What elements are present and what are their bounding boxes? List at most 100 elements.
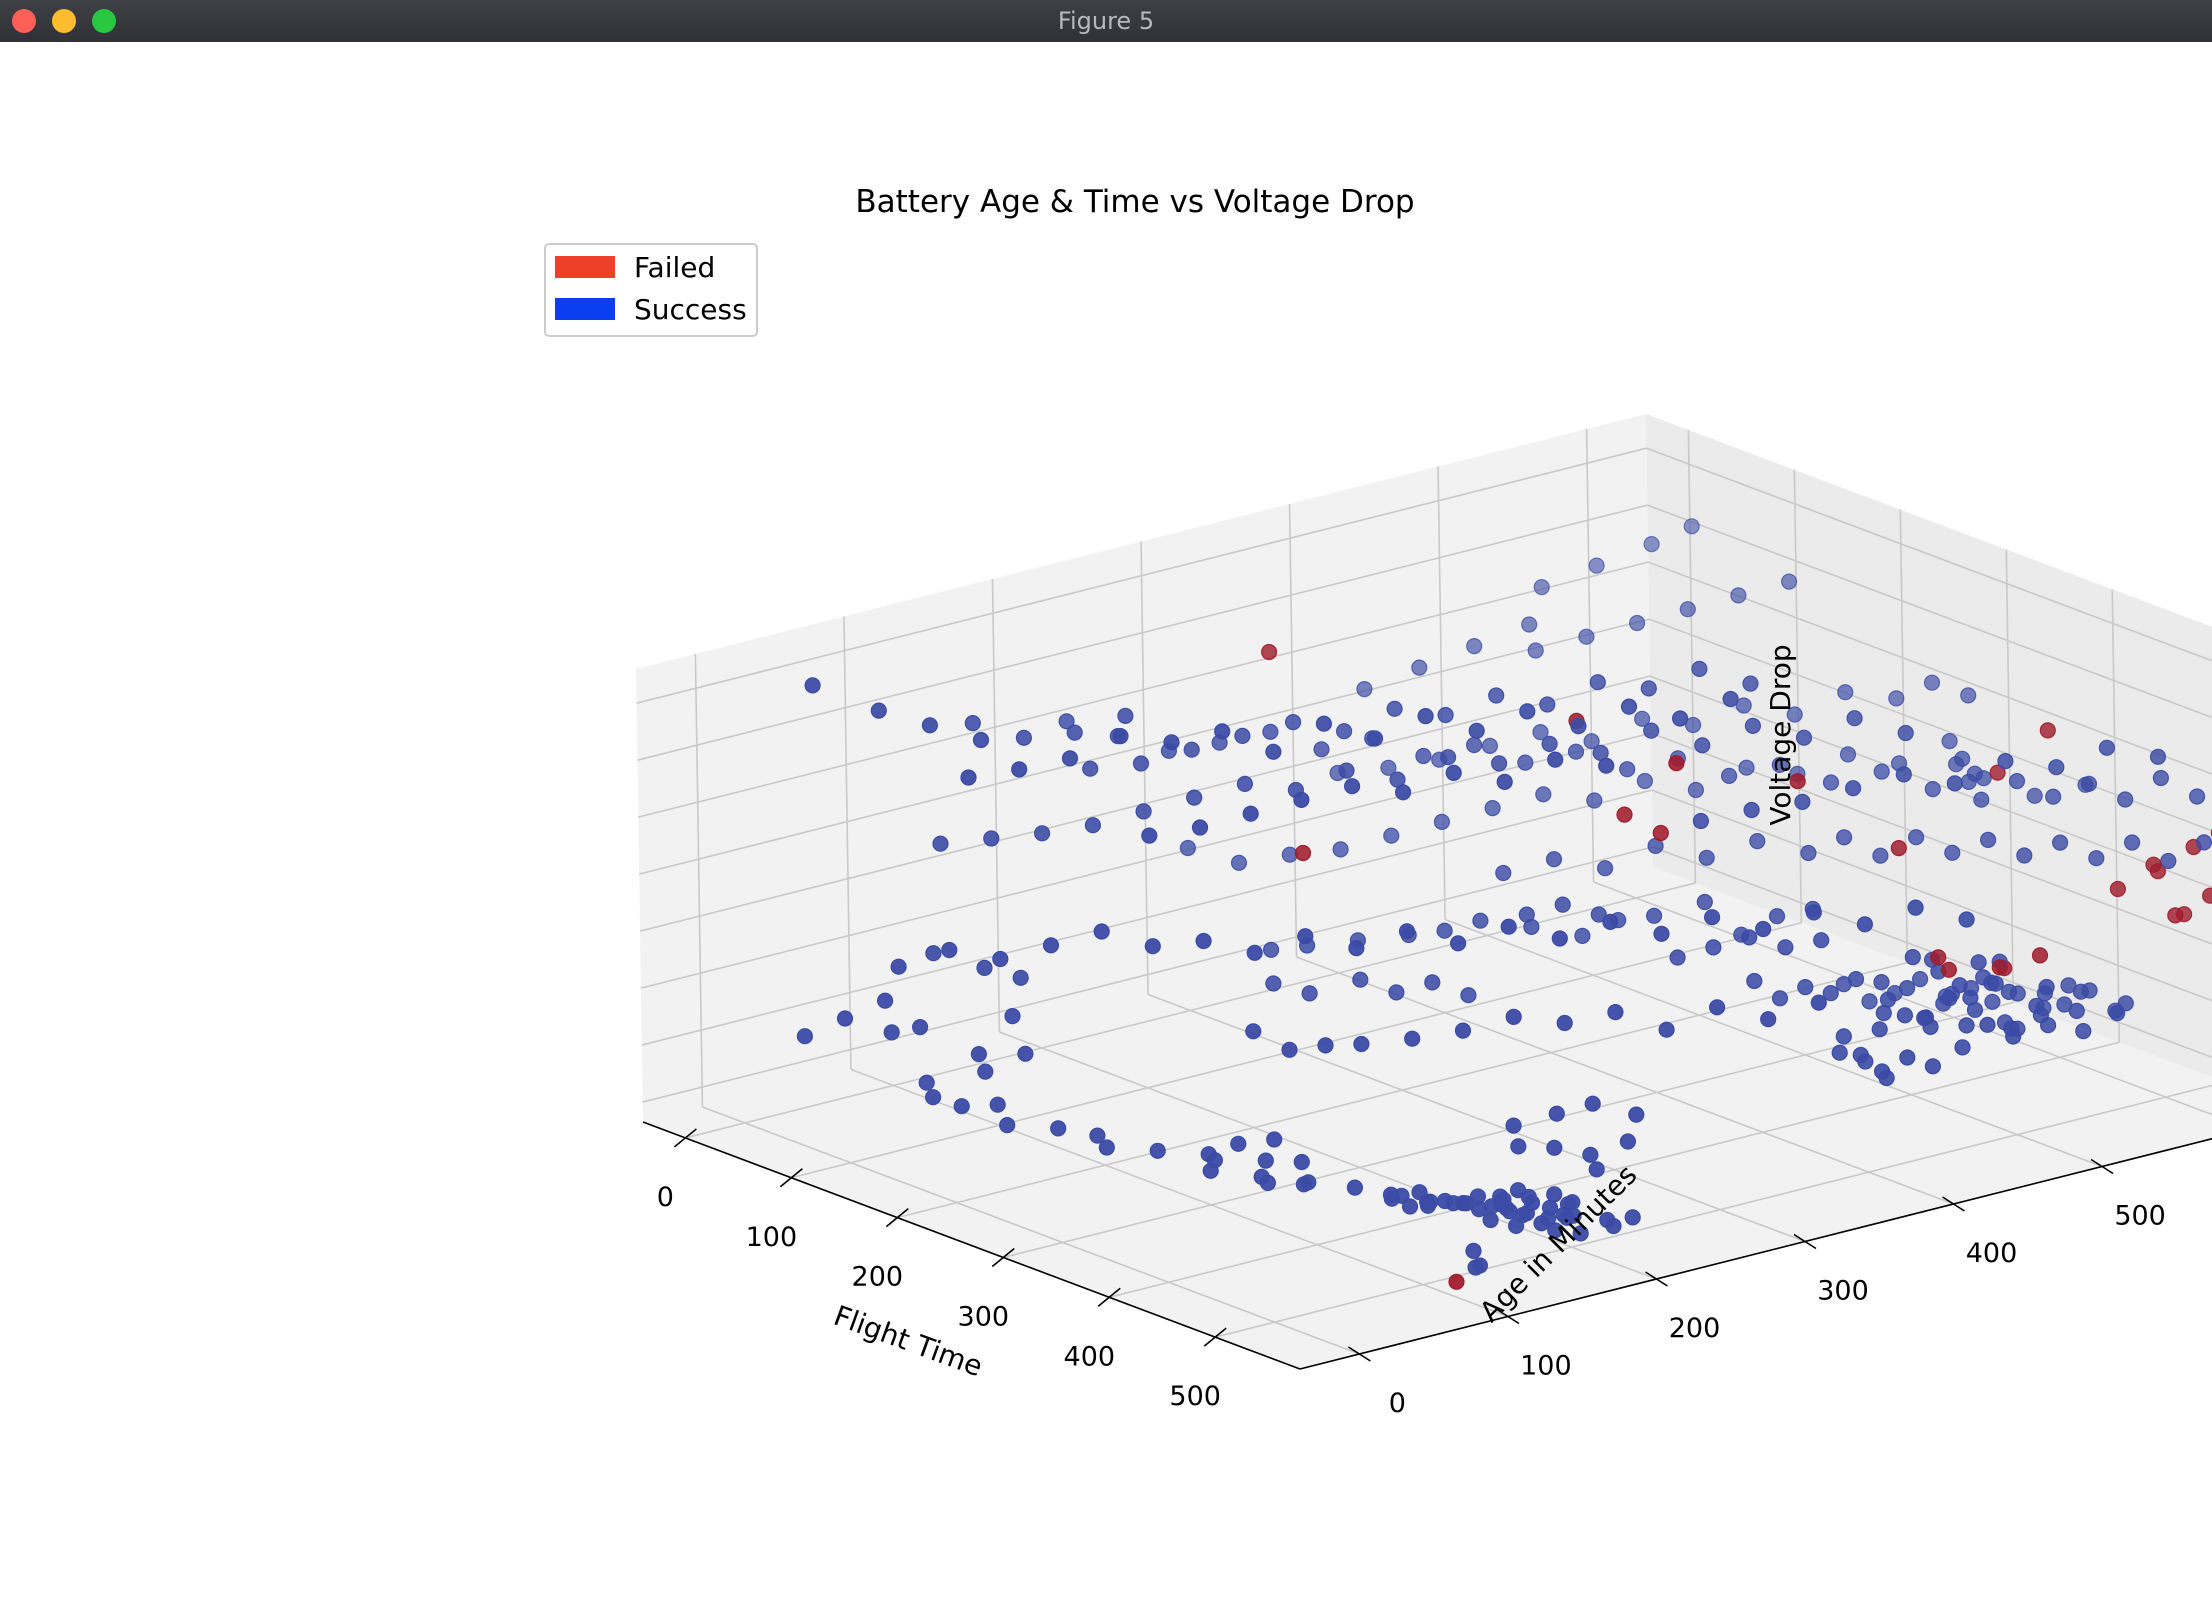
data-point-success [1294, 1155, 1309, 1170]
data-point-success [993, 952, 1008, 967]
data-point-success [1585, 1096, 1600, 1111]
data-point-success [1706, 940, 1721, 955]
data-point-success [2039, 980, 2054, 995]
data-point-success [1483, 1213, 1498, 1228]
data-point-success [1418, 709, 1433, 724]
data-point-success [1874, 764, 1889, 779]
data-point-success [1518, 755, 1533, 770]
data-point-success [1396, 785, 1411, 800]
data-point-success [1900, 981, 1915, 996]
data-point-success [1298, 929, 1313, 944]
data-point-success [1745, 718, 1760, 733]
data-point-failed [1931, 950, 1946, 965]
data-point-success [1246, 1024, 1261, 1039]
data-point-success [1434, 814, 1449, 829]
data-point-success [1467, 639, 1482, 654]
data-point-success [1013, 970, 1028, 985]
data-point-success [1466, 1243, 1481, 1258]
data-point-success [1094, 924, 1109, 939]
data-point-success [1583, 1147, 1598, 1162]
data-point-success [1446, 1196, 1461, 1211]
data-point-success [1647, 908, 1662, 923]
data-point-success [926, 1090, 941, 1105]
data-point-success [1603, 914, 1618, 929]
data-point-success [805, 678, 820, 693]
data-point-success [1722, 768, 1737, 783]
legend: Failed Success [545, 244, 757, 336]
data-point-success [1260, 1175, 1275, 1190]
data-point-failed [1891, 841, 1906, 856]
data-point-success [1814, 933, 1829, 948]
data-point-success [1589, 558, 1604, 573]
data-point-success [1509, 1218, 1524, 1233]
data-point-success [1874, 975, 1889, 990]
data-point-success [1896, 767, 1911, 782]
data-point-success [2082, 776, 2097, 791]
data-point-success [1247, 945, 1262, 960]
data-point-success [1798, 980, 1813, 995]
data-point-success [1467, 738, 1482, 753]
y-tick-label: 0 [1389, 1388, 1406, 1419]
data-point-failed [2168, 908, 2183, 923]
x-tick-label: 400 [1064, 1341, 1116, 1372]
data-point-success [1235, 728, 1250, 743]
data-point-success [1797, 730, 1812, 745]
data-point-success [1314, 742, 1329, 757]
data-point-success [1282, 1042, 1297, 1057]
data-point-success [1913, 972, 1928, 987]
data-point-success [1670, 950, 1685, 965]
data-point-success [965, 716, 980, 731]
data-point-success [1806, 905, 1821, 920]
data-point-success [1846, 781, 1861, 796]
data-point-success [1981, 832, 1996, 847]
data-point-success [1598, 861, 1613, 876]
data-point-success [913, 1020, 928, 1035]
data-point-success [1187, 790, 1202, 805]
data-point-success [1547, 852, 1562, 867]
data-point-success [1847, 711, 1862, 726]
data-point-success [797, 1029, 812, 1044]
data-point-success [1018, 1046, 1033, 1061]
data-point-success [1731, 588, 1746, 603]
data-point-success [1971, 955, 1986, 970]
data-point-success [1590, 675, 1605, 690]
data-point-success [1264, 942, 1279, 957]
data-point-success [1919, 1010, 1934, 1025]
data-point-success [1838, 685, 1853, 700]
data-point-success [1492, 756, 1507, 771]
data-point-success [1547, 1187, 1562, 1202]
data-point-success [1695, 738, 1710, 753]
data-point-success [1421, 1198, 1436, 1213]
data-point-success [1520, 704, 1535, 719]
x-tick-label: 0 [657, 1182, 674, 1213]
data-point-failed [2203, 888, 2212, 903]
x-tick-label: 200 [852, 1262, 904, 1293]
data-point-success [2053, 835, 2068, 850]
data-point-success [1012, 762, 1027, 777]
data-point-success [871, 703, 886, 718]
data-point-success [1349, 941, 1364, 956]
data-point-success [1184, 742, 1199, 757]
data-point-success [1630, 616, 1645, 631]
data-point-success [1959, 1018, 1974, 1033]
data-point-success [1345, 779, 1360, 794]
data-point-success [1506, 1118, 1521, 1133]
data-point-success [1232, 855, 1247, 870]
data-point-success [1473, 913, 1488, 928]
data-point-success [974, 733, 989, 748]
data-point-success [1961, 688, 1976, 703]
data-point-success [984, 831, 999, 846]
axis-panes [636, 414, 2212, 1369]
data-point-success [1575, 928, 1590, 943]
data-point-failed [1262, 645, 1277, 660]
data-point-success [1557, 1016, 1572, 1031]
data-point-success [1511, 1139, 1526, 1154]
data-point-failed [2110, 882, 2125, 897]
data-point-success [1710, 1000, 1725, 1015]
data-point-success [1482, 738, 1497, 753]
data-point-success [1231, 1136, 1246, 1151]
data-point-success [1832, 1045, 1847, 1060]
data-point-success [2197, 835, 2212, 850]
data-point-success [961, 770, 976, 785]
data-point-success [2118, 792, 2133, 807]
